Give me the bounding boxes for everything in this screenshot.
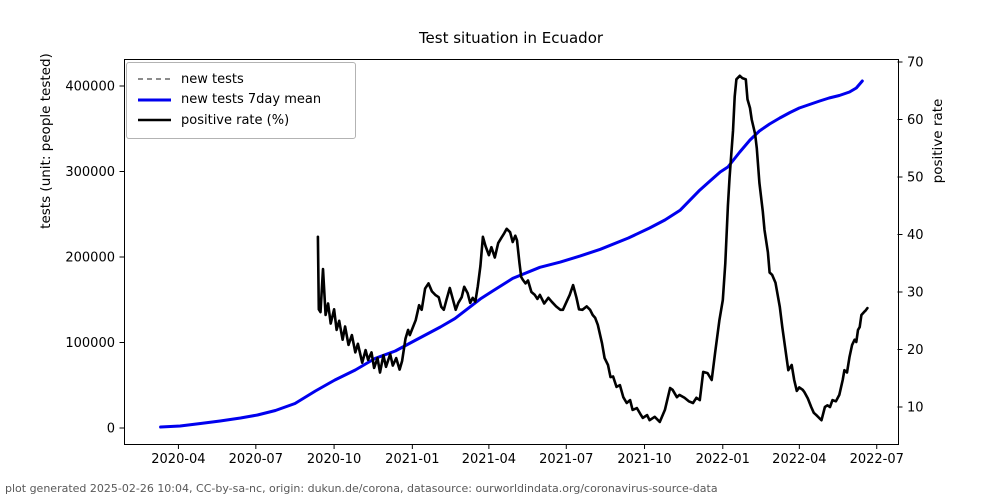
y-axis-label-left: tests (unit: people tested) <box>38 53 54 229</box>
series-line-new-tests-7day-mean <box>159 79 864 429</box>
y-right-tick-label: 30 <box>907 286 924 301</box>
x-axis-tick-label: 2022-04 <box>772 452 826 467</box>
y-left-tick-label: 200000 <box>65 251 115 266</box>
y-right-tick-label: 70 <box>907 56 924 71</box>
plot-border <box>124 59 899 445</box>
solid-line-swatch-icon <box>138 98 171 102</box>
y-axis-label-right: positive rate <box>930 98 946 184</box>
solid-line-swatch-icon <box>138 118 171 122</box>
x-axis-tick-label: 2022-07 <box>850 452 904 467</box>
y-right-tick-label: 50 <box>907 171 924 186</box>
series-lines <box>159 74 869 429</box>
y-right-tick-label: 10 <box>907 401 924 416</box>
x-axis-tick-label: 2021-04 <box>462 452 516 467</box>
legend-item-new-tests: new tests <box>138 69 355 90</box>
x-axis-tick-label: 2022-01 <box>696 452 750 467</box>
x-axis-tick-label: 2021-07 <box>539 452 593 467</box>
y-right-tick-label: 60 <box>907 113 924 128</box>
legend-label: new tests <box>181 71 244 87</box>
y-left-tick-label: 0 <box>107 422 115 437</box>
y-right-tick-label: 20 <box>907 343 924 358</box>
legend-item-7day-mean: new tests 7day mean <box>138 90 355 111</box>
plot-footer-credit: plot generated 2025-02-26 10:04, CC-by-s… <box>5 482 718 495</box>
legend-label: new tests 7day mean <box>181 92 322 108</box>
x-axis-tick-label: 2020-04 <box>151 452 205 467</box>
y-left-tick-label: 100000 <box>65 336 115 351</box>
legend-label: positive rate (%) <box>181 112 290 128</box>
axes: 2020-04 2020-07 2020-10 2021-01 2021-04 2021-… <box>65 56 923 468</box>
chart-title: Test situation in Ecuador <box>418 29 604 47</box>
x-axis-tick-label: 2021-10 <box>617 452 671 467</box>
legend-box: new tests new tests 7day mean positive r… <box>126 62 356 139</box>
y-left-tick-label: 300000 <box>65 165 115 180</box>
legend-item-positive-rate: positive rate (%) <box>138 110 355 131</box>
series-line-positive-rate- <box>316 74 869 424</box>
y-right-tick-label: 40 <box>907 228 924 243</box>
x-axis-tick-label: 2020-10 <box>307 452 361 467</box>
y-left-tick-label: 400000 <box>65 80 115 95</box>
x-axis-tick-label: 2021-01 <box>385 452 439 467</box>
dashed-line-swatch-icon <box>138 78 171 81</box>
x-axis-tick-label: 2020-07 <box>229 452 283 467</box>
